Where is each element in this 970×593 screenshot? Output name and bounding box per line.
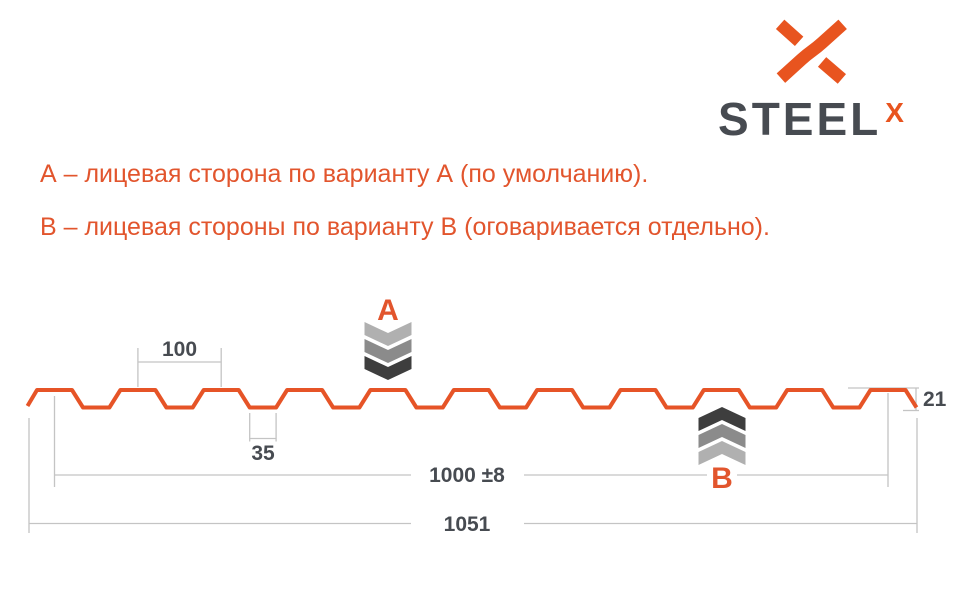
chevron-down-mid <box>364 339 412 363</box>
chevron-down-dark <box>364 356 412 380</box>
marker-b-halo <box>707 463 737 490</box>
variant-a-marker: А <box>364 294 412 380</box>
chevron-up-light <box>698 441 746 465</box>
dim-cover-width-label: 1000 ±8 <box>429 464 505 487</box>
chevron-up-mid <box>698 424 746 448</box>
logo-ribbon <box>776 19 847 83</box>
dim-rib-pitch-label: 100 <box>162 338 197 361</box>
logo-arm-bottom-right <box>817 57 847 84</box>
variant-b-marker: В <box>698 407 746 495</box>
logo-arm-top-left <box>775 19 804 47</box>
variant-b-letter: В <box>711 462 733 495</box>
chevron-up-icon <box>698 407 746 465</box>
chevron-down-icon <box>364 322 412 380</box>
chevron-down-light <box>364 322 412 346</box>
note-variant-a: А – лицевая сторона по варианту А (по ум… <box>40 160 649 188</box>
brand-name-text: STEEL <box>718 93 882 145</box>
brand-wordmark: STEEL X <box>700 96 922 142</box>
dim-height-label: 21 <box>923 388 947 411</box>
sheet-profile-line <box>25 388 919 410</box>
brand-logo: STEEL X <box>700 14 922 142</box>
dimension-lines <box>28 348 919 533</box>
note-variant-b: В – лицевая стороны по варианту В (огова… <box>40 213 770 241</box>
steelx-mark-icon <box>775 19 847 84</box>
chevron-up-dark <box>698 407 746 431</box>
brand-sup-x: X <box>885 97 904 128</box>
dim-valley-width-label: 35 <box>251 442 275 465</box>
dim-overall-width-label: 1051 <box>444 513 491 536</box>
variant-a-letter: А <box>377 294 399 327</box>
